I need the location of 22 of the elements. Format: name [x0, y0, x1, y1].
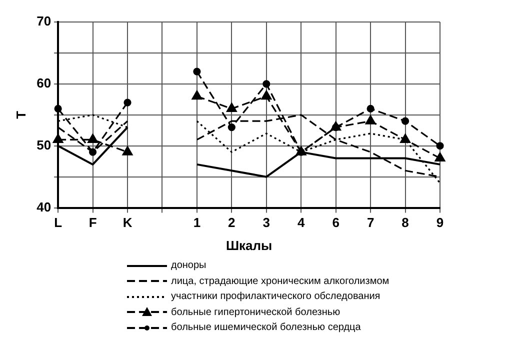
- legend-label: больные гипертонической болезнью: [171, 306, 340, 320]
- x-tick-label: L: [54, 215, 62, 230]
- x-tick-label: 9: [436, 215, 444, 230]
- y-axis-title: T: [13, 110, 28, 119]
- y-tick-label: 60: [36, 76, 52, 91]
- y-tick-label: 40: [36, 199, 52, 214]
- x-tick-label: 3: [262, 215, 270, 230]
- legend-label: лица, страдающие хроническим алкоголизмом: [171, 274, 390, 288]
- x-tick-label: 6: [332, 215, 340, 230]
- x-tick-label: 8: [402, 215, 409, 230]
- y-tick-label: 50: [36, 137, 52, 152]
- x-tick-label: 1: [193, 215, 201, 230]
- legend-label: больные ишемической болезнью сердца: [171, 321, 361, 335]
- x-tick-label: 2: [228, 215, 236, 230]
- legend-label: доноры: [171, 259, 206, 273]
- x-tick-label: F: [88, 215, 97, 230]
- legend-label: участники профилактического обследования: [171, 290, 380, 304]
- x-tick-label: K: [122, 215, 133, 230]
- x-tick-label: 7: [366, 215, 374, 230]
- x-tick-label: 4: [297, 215, 306, 230]
- y-tick-label: 70: [36, 14, 52, 29]
- x-axis-title: Шкалы: [226, 238, 272, 253]
